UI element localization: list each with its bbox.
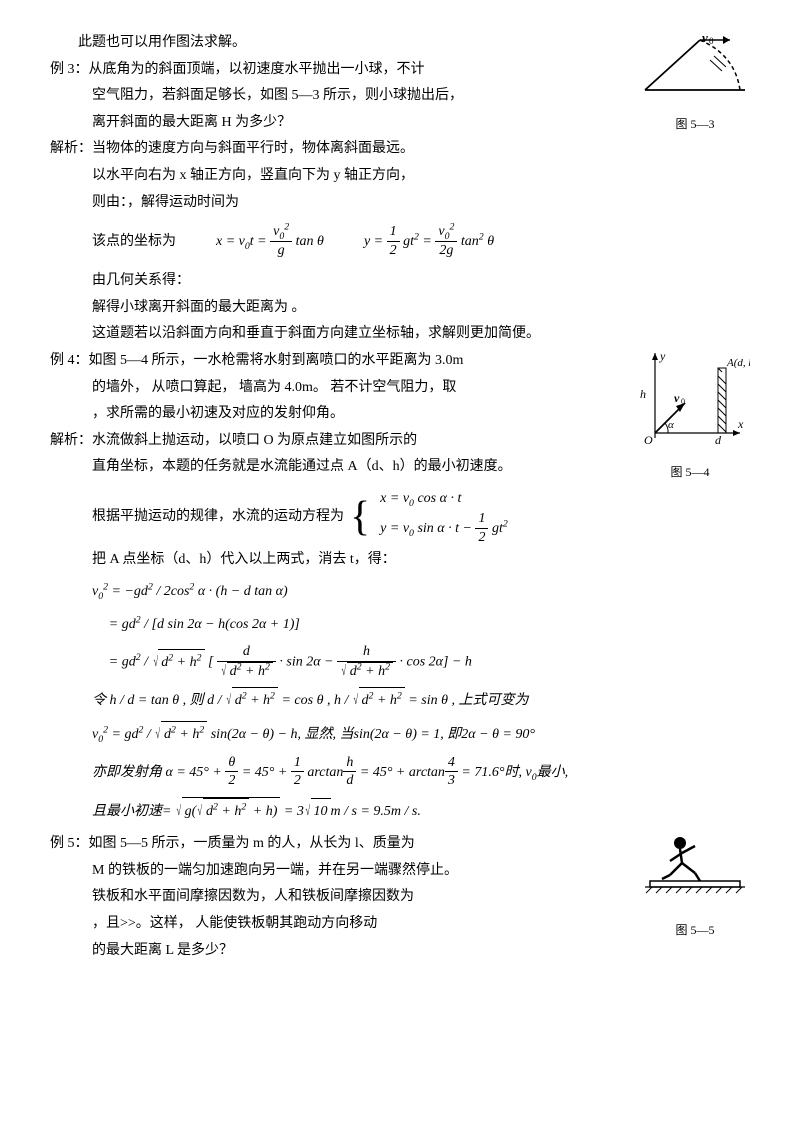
svg-text:0: 0 — [681, 397, 685, 406]
svg-text:A(d, h): A(d, h) — [726, 357, 750, 369]
system-4: x = v0 cos α · t y = v0 sin α · t − 12 g… — [380, 488, 508, 546]
deriv-l1: v02 = −gd2 / 2cos2 α · (h − d tan α) — [92, 579, 750, 606]
figure-5-5-caption: 图 5—5 — [640, 919, 750, 942]
svg-text:O: O — [644, 433, 653, 447]
ana4-p4: 把 A 点坐标（d、h）代入以上两式，消去 t，得： — [92, 547, 750, 574]
ana3-res: 解得小球离开斜面的最大距离为 。 — [92, 295, 750, 322]
deriv-l5: 亦即发射角 α = 45° + θ2 = 45° + 12 arctanhd =… — [92, 755, 750, 791]
deriv-l2: = gd2 / [d sin 2α − h(cos 2α + 1)] — [109, 612, 750, 639]
eq3-y: y = 12 gt2 = v022g tan2 θ — [364, 224, 494, 260]
ana3-geo: 由几何关系得： — [92, 268, 750, 295]
figure-5-3-caption: 图 5—3 — [640, 113, 750, 136]
eq3-x: x = v0t = v02g tan θ — [216, 224, 324, 260]
ana4-label: 解析： — [50, 433, 92, 448]
svg-text:y: y — [659, 349, 666, 363]
svg-text:h: h — [640, 387, 646, 401]
figure-5-4-caption: 图 5—4 — [630, 461, 750, 484]
ana4-p3-row: 根据平抛运动的规律，水流的运动方程为 { x = v0 cos α · t y … — [92, 488, 750, 546]
ex5-label: 例 5： — [50, 836, 89, 851]
svg-text:d: d — [715, 433, 722, 447]
figure-5-3: v 0 图 5—3 — [640, 30, 750, 135]
deriv-l4: v02 = gd2 / √d2 + h2 sin(2α − θ) − h, 显然… — [92, 721, 750, 749]
deriv-l3: = gd2 / √d2 + h2 [ d√d2 + h2 · sin 2α − … — [109, 644, 750, 681]
ana3-note: 这道题若以沿斜面方向和垂直于斜面方向建立坐标轴，求解则更加简便。 — [92, 321, 750, 348]
deriv-l6: 且最小初速= √g(√d2 + h2 + h) = 3√10m / s = 9.… — [92, 797, 750, 826]
ana3-label: 解析： — [50, 141, 92, 156]
deriv-let: 令 h / d = tan θ , 则 d / √d2 + h2 = cos θ… — [92, 687, 750, 715]
ex3-label: 例 3： — [50, 62, 89, 77]
ex4-label: 例 4： — [50, 353, 89, 368]
svg-text:α: α — [668, 419, 674, 431]
figure-5-5: 图 5—5 — [640, 831, 750, 941]
analysis-3: 解析：当物体的速度方向与斜面平行时，物体离斜面最远。 以水平向右为 x 轴正方向… — [50, 136, 750, 216]
svg-text:v: v — [674, 391, 680, 405]
figure-5-4: A(d, h) v 0 h O d y x α 图 5—4 — [630, 348, 750, 483]
eq3-row: 该点的坐标为 x = v0t = v02g tan θ y = 12 gt2 =… — [92, 224, 750, 260]
svg-text:x: x — [737, 417, 744, 431]
